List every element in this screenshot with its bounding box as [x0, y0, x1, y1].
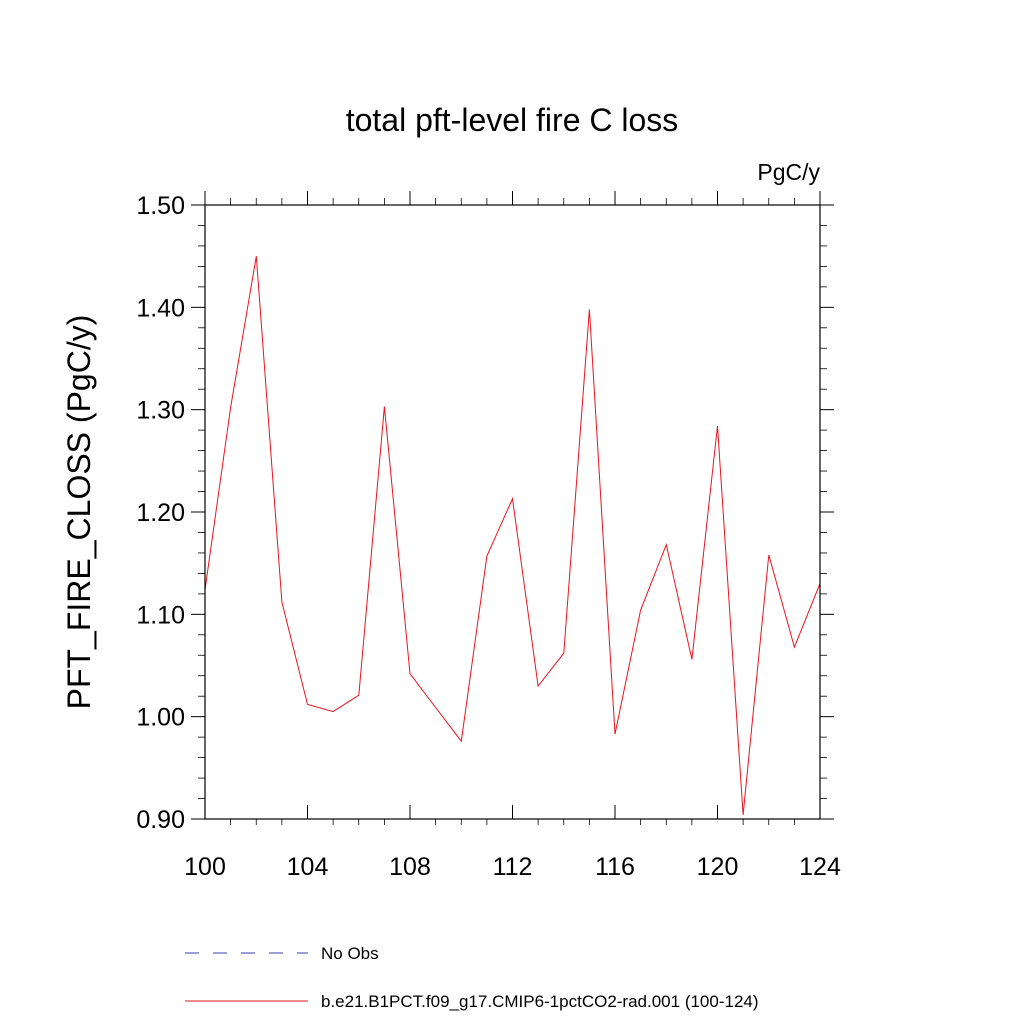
y-tick-label: 1.40 — [136, 294, 185, 322]
units-label: PgC/y — [757, 159, 820, 185]
y-axis-label: PFT_FIRE_CLOSS (PgC/y) — [61, 315, 97, 710]
y-tick-labels: 0.90 1.00 1.10 1.20 1.30 1.40 1.50 — [136, 192, 185, 834]
x-tick-label: 104 — [287, 853, 329, 881]
chart-title: total pft-level fire C loss — [346, 102, 679, 138]
x-tick-label: 120 — [697, 853, 739, 881]
plot-frame — [204, 204, 821, 820]
legend-label-no-obs: No Obs — [321, 944, 379, 963]
y-tick-label: 1.00 — [136, 704, 185, 732]
x-tick-label: 100 — [184, 853, 226, 881]
legend-label-model: b.e21.B1PCT.f09_g17.CMIP6-1pctCO2-rad.00… — [321, 992, 759, 1011]
legend: No Obs b.e21.B1PCT.f09_g17.CMIP6-1pctCO2… — [185, 944, 759, 1011]
x-tick-label: 116 — [595, 853, 635, 881]
y-tick-label: 1.20 — [136, 499, 185, 527]
y-tick-label: 0.90 — [136, 806, 185, 834]
y-tick-label: 1.50 — [136, 192, 185, 220]
series-line — [204, 256, 821, 815]
x-tick-label: 108 — [389, 853, 431, 881]
x-tick-labels: 100 104 108 112 116 120 124 — [184, 853, 841, 881]
y-tick-label: 1.10 — [136, 601, 185, 629]
x-tick-label: 112 — [493, 853, 533, 881]
series-layer — [204, 256, 821, 815]
y-tick-label: 1.30 — [136, 397, 185, 425]
x-tick-label: 124 — [799, 853, 841, 881]
